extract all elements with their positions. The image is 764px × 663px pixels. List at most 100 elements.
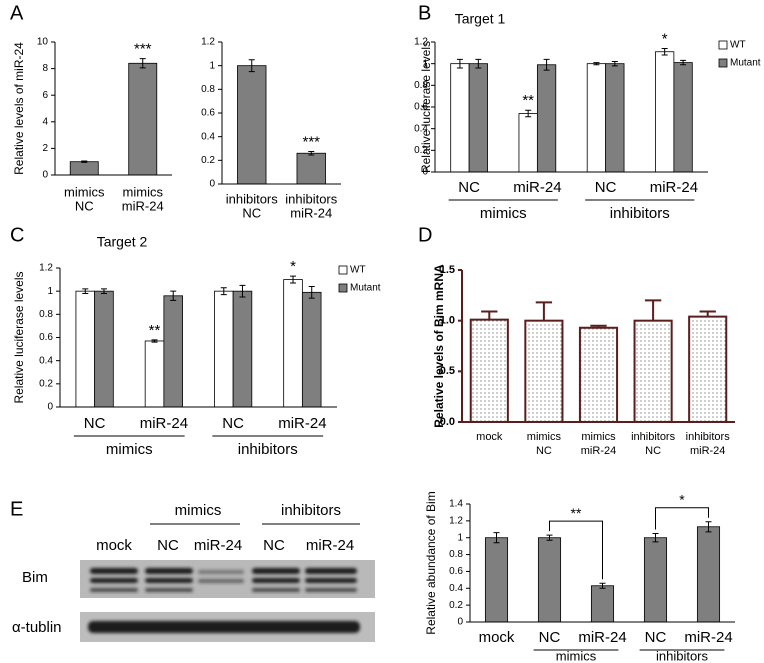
error-bar xyxy=(705,521,712,533)
y-tick-label: 0 xyxy=(42,170,48,181)
y-tick-label: 1.2 xyxy=(201,37,215,48)
error-bar xyxy=(456,58,463,69)
group-label: inhibitors xyxy=(610,205,670,222)
error-bar xyxy=(290,275,297,284)
legend-swatch xyxy=(718,40,728,50)
x-tick-label: NC xyxy=(595,179,617,196)
error-bar xyxy=(611,61,618,67)
y-tick-label: 6 xyxy=(42,90,48,101)
bar xyxy=(232,290,253,408)
significance: * xyxy=(290,258,296,275)
bar xyxy=(518,113,538,173)
legend-label: Mutant xyxy=(350,283,381,294)
y-tick-label: 1 xyxy=(457,532,463,543)
panel-letter: E xyxy=(10,498,23,520)
group-label: mimics xyxy=(106,441,153,458)
panel-letter: A xyxy=(10,2,24,24)
group-label: inhibitors xyxy=(238,441,298,458)
x-tick-label: miR-24 xyxy=(290,205,332,220)
error-bar xyxy=(170,290,177,301)
bar xyxy=(524,319,564,423)
y-tick-label: 0.6 xyxy=(39,332,53,343)
y-axis-label: Relative luciferase levels xyxy=(419,41,433,173)
blot-group: mimics xyxy=(175,502,222,519)
bar xyxy=(94,290,114,408)
bar xyxy=(655,51,675,173)
y-tick-label: 0 xyxy=(47,402,53,413)
y-tick-label: 0.6 xyxy=(414,102,428,113)
legend-swatch xyxy=(338,283,348,293)
bar xyxy=(586,63,607,173)
row-label: α-tublin xyxy=(12,619,62,636)
y-tick-label: 0.8 xyxy=(414,80,428,91)
y-tick-label: 0.0 xyxy=(440,416,455,428)
significance: ** xyxy=(571,505,582,521)
y-tick-label: 0.2 xyxy=(39,378,53,389)
bar xyxy=(688,315,728,424)
x-tick-label: miR-24 xyxy=(278,415,326,432)
significance: *** xyxy=(134,41,152,58)
x-tick-label: NC xyxy=(645,445,661,457)
y-tick-label: 0.2 xyxy=(449,600,463,611)
x-tick-label: NC xyxy=(222,415,244,432)
x-tick-label: miR-24 xyxy=(684,629,732,646)
error-bar xyxy=(82,288,89,294)
lane-label: miR-24 xyxy=(194,537,242,554)
error-bar xyxy=(535,301,553,321)
y-tick-label: 2 xyxy=(42,143,48,154)
error-bar xyxy=(699,310,716,317)
bar xyxy=(75,290,96,408)
x-tick-label: inhibitors xyxy=(631,431,676,443)
y-axis-label: Relative levels of miR-24 xyxy=(12,42,26,175)
x-tick-label: miR-24 xyxy=(578,629,626,646)
y-tick-label: 8 xyxy=(42,63,48,74)
x-tick-label: mock xyxy=(476,431,503,443)
error-bar xyxy=(220,287,227,296)
error-bar xyxy=(661,48,668,56)
y-tick-label: 0 xyxy=(209,179,215,190)
y-tick-label: 0.8 xyxy=(39,309,53,320)
error-bar xyxy=(493,532,500,544)
significance: * xyxy=(679,491,685,507)
bar xyxy=(128,62,158,176)
significance: ** xyxy=(522,92,534,109)
bar xyxy=(163,295,183,408)
y-tick-label: 1 xyxy=(209,60,215,71)
y-tick-label: 1 xyxy=(422,58,428,69)
group-label: inhibitors xyxy=(656,648,709,663)
y-tick-label: 1.2 xyxy=(449,515,463,526)
bar xyxy=(69,161,99,176)
group-label: mimics xyxy=(480,205,527,222)
error-bar xyxy=(239,284,246,298)
x-tick-label: miR-24 xyxy=(690,445,725,457)
lane-label: NC xyxy=(157,537,179,554)
group-label: mimics xyxy=(556,648,597,663)
y-tick-label: 0.4 xyxy=(39,355,53,366)
bar xyxy=(283,279,303,408)
y-tick-label: 0 xyxy=(457,617,463,628)
significance: * xyxy=(662,30,668,47)
legend-swatch xyxy=(718,58,728,68)
y-tick-label: 0.4 xyxy=(414,123,428,134)
y-tick-label: 0.4 xyxy=(201,131,215,142)
error-bar xyxy=(543,58,550,71)
error-bar xyxy=(546,534,553,541)
y-tick-label: 0.6 xyxy=(201,108,215,119)
x-tick-label: mimics xyxy=(581,431,616,443)
blot-image xyxy=(80,560,375,642)
error-bar xyxy=(100,288,107,294)
bar xyxy=(643,537,668,623)
bar xyxy=(673,62,693,173)
bracket xyxy=(549,520,603,580)
x-tick-label: inhibitors xyxy=(686,431,731,443)
lane-label: mock xyxy=(96,537,132,554)
y-tick-label: 0.8 xyxy=(449,549,463,560)
x-tick-label: NC xyxy=(242,205,261,220)
error-bar xyxy=(139,58,146,69)
x-tick-label: miR-24 xyxy=(513,179,561,196)
x-tick-label: mimics xyxy=(527,431,562,443)
x-tick-label: inhibitors xyxy=(285,191,338,206)
error-bar xyxy=(599,582,606,589)
error-bar xyxy=(81,160,88,163)
